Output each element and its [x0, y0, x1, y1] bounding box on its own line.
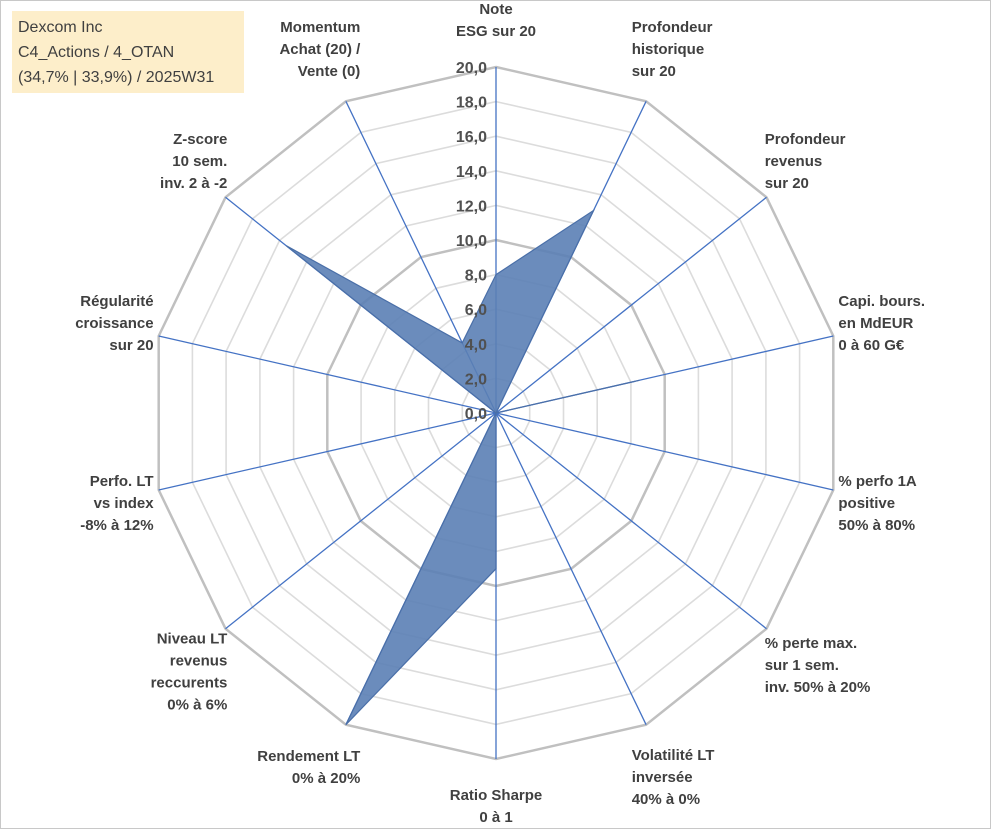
spoke-line: [495, 196, 767, 414]
category-label-line: % perte max.: [765, 635, 858, 652]
category-label-line: reccurents: [151, 675, 228, 692]
spoke-line: [158, 335, 497, 414]
tick-label: 6,0: [465, 302, 487, 319]
category-label-line: Ratio Sharpe: [450, 787, 543, 804]
tick-label: 0,0: [465, 406, 487, 423]
tick-label: 8,0: [465, 268, 487, 285]
spoke-line: [495, 412, 647, 725]
summary-label: (34,7% | 33,9%) / 2025W31: [18, 69, 215, 86]
category-label-line: revenus: [170, 653, 228, 670]
tick-label: 4,0: [465, 337, 487, 354]
category-label-line: inv. 50% à 20%: [765, 679, 871, 696]
category-label-line: Régularité: [80, 293, 153, 310]
category-label: % perte max. sur 1 sem. inv. 50% à 20%: [765, 635, 871, 696]
category-label-line: sur 20: [765, 175, 809, 192]
category-label-line: positive: [838, 495, 895, 512]
category-label-line: 40% à 0%: [632, 791, 700, 808]
category-label-line: 10 sem.: [172, 153, 227, 170]
category-label-line: Profondeur: [632, 19, 713, 36]
category-label-line: 50% à 80%: [838, 517, 915, 534]
category-label-line: inv. 2 à -2: [160, 175, 227, 192]
category-label: Profondeur revenus sur 20: [765, 131, 846, 192]
category-label-line: 0 à 1: [479, 809, 512, 826]
category-label: Rendement LT 0% à 20%: [257, 748, 360, 787]
category-label-line: sur 20: [632, 63, 676, 80]
category-label: Niveau LT revenus reccurents 0% à 6%: [151, 631, 228, 714]
category-label-line: Profondeur: [765, 131, 846, 148]
category-label-line: Z-score: [173, 131, 227, 148]
tick-label: 12,0: [456, 198, 487, 215]
category-label: % perfo 1A positive 50% à 80%: [838, 473, 917, 534]
tick-label: 16,0: [456, 129, 487, 146]
category-label-line: sur 1 sem.: [765, 657, 839, 674]
category-label: Volatilité LT inversée 40% à 0%: [632, 747, 715, 808]
spoke-line: [495, 412, 767, 630]
spoke-line: [495, 412, 834, 491]
category-labels: Note ESG sur 20 Profondeur historique sur 20…: [75, 1, 925, 826]
category-label: Régularité croissance sur 20: [75, 293, 153, 354]
category-label-line: Vente (0): [298, 63, 361, 80]
category-label-line: Volatilité LT: [632, 747, 715, 764]
category-label-line: inversée: [632, 769, 693, 786]
category-label: Ratio Sharpe 0 à 1: [450, 787, 543, 826]
company-name: Dexcom Inc: [18, 19, 103, 36]
category-label-line: Momentum: [280, 19, 360, 36]
category-label: Capi. bours. en MdEUR 0 à 60 G€: [838, 293, 925, 354]
category-label-line: Perfo. LT: [90, 473, 154, 490]
category-label-line: -8% à 12%: [80, 517, 153, 534]
radar-series: [286, 208, 640, 726]
tick-label: 2,0: [465, 371, 487, 388]
category-label: Perfo. LT vs index -8% à 12%: [80, 473, 154, 534]
category-label-line: Niveau LT: [157, 631, 228, 648]
category-label: Note ESG sur 20: [456, 1, 536, 40]
spoke-line: [158, 412, 497, 491]
category-label-line: 0% à 20%: [292, 770, 360, 787]
category-label-line: Achat (20) /: [279, 41, 361, 58]
category-label: Momentum Achat (20) / Vente (0): [279, 19, 361, 80]
radial-tick-labels: 0,0 2,0 4,0 6,0 8,0 10,0 12,0 14,0 16,0 18,0 20,0: [456, 60, 487, 423]
category-label: Profondeur historique sur 20: [632, 19, 713, 80]
tick-label: 10,0: [456, 233, 487, 250]
tick-label: 20,0: [456, 60, 487, 77]
category-label-line: vs index: [94, 495, 155, 512]
category-label-line: en MdEUR: [838, 315, 913, 332]
series-area: [286, 208, 640, 726]
classification-label: C4_Actions / 4_OTAN: [18, 44, 175, 61]
category-label-line: revenus: [765, 153, 823, 170]
category-label-line: sur 20: [109, 337, 153, 354]
category-label-line: ESG sur 20: [456, 23, 536, 40]
tick-label: 14,0: [456, 164, 487, 181]
category-label-line: Rendement LT: [257, 748, 360, 765]
category-label-line: croissance: [75, 315, 153, 332]
category-label-line: % perfo 1A: [838, 473, 917, 490]
category-label-line: Note: [479, 1, 512, 18]
spoke-line: [225, 412, 497, 630]
category-label-line: historique: [632, 41, 705, 58]
category-label-line: 0% à 6%: [167, 697, 227, 714]
category-label: Z-score 10 sem. inv. 2 à -2: [160, 131, 227, 192]
category-label-line: Capi. bours.: [838, 293, 925, 310]
tick-label: 18,0: [456, 95, 487, 112]
info-box: Dexcom Inc C4_Actions / 4_OTAN (34,7% | …: [12, 11, 244, 93]
category-label-line: 0 à 60 G€: [838, 337, 905, 354]
